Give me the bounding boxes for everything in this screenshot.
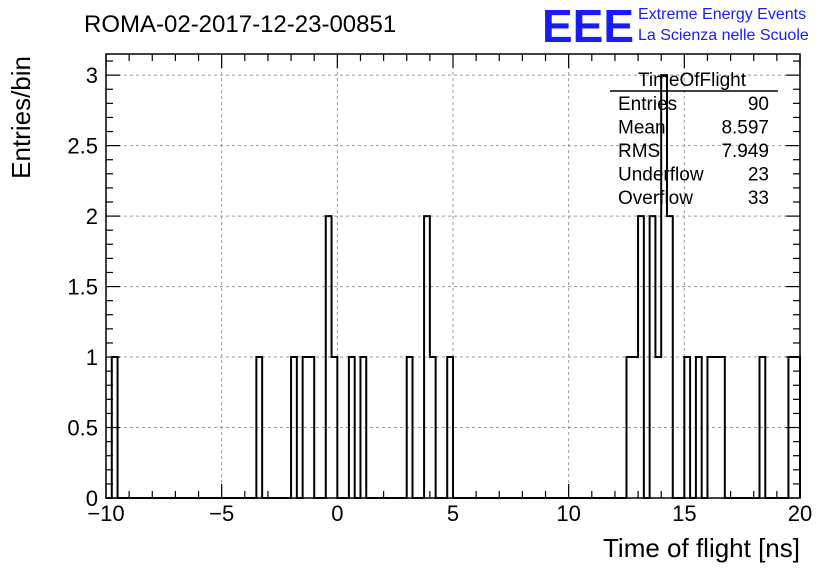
y-axis-label: Entries/bin [6,56,36,179]
x-tick-labels: −10 −5 0 5 10 15 20 [87,501,812,526]
y-tick-label: 3 [86,63,98,88]
stats-label: Underflow [618,165,704,186]
stats-label: Overflow [618,188,693,209]
logo-line-1: Extreme Energy Events [638,6,806,23]
x-tick-label: 20 [788,501,812,526]
stats-label: Entries [618,94,677,115]
x-tick-label: −10 [87,501,124,526]
chart-title: ROMA-02-2017-12-23-00851 [84,11,396,38]
logo-line-2: La Scienza nelle Scuole [638,27,809,44]
stats-value: 23 [748,165,769,186]
stats-title: TimeOfFlight [638,70,747,91]
axis-ticks [105,54,801,499]
x-tick-label: 0 [331,501,343,526]
y-tick-label: 1.5 [67,275,98,300]
y-tick-label: 2.5 [67,134,98,159]
stats-value: 33 [748,188,769,209]
eee-logo: EEE Extreme Energy Events La Scienza nel… [542,0,809,52]
x-tick-label: 10 [556,501,580,526]
x-tick-label: −5 [209,501,234,526]
stats-box: TimeOfFlight Entries 90 Mean 8.597 RMS 7.949 U… [610,70,778,209]
y-tick-labels: 0 0.5 1 1.5 2 2.5 3 [67,63,98,511]
stats-value: 90 [748,94,769,115]
y-tick-label: 0.5 [67,416,98,441]
stats-value: 8.597 [721,118,769,139]
logo-mark: EEE [542,0,634,52]
stats-label: RMS [618,141,660,162]
stats-value: 7.949 [721,141,769,162]
x-tick-label: 5 [447,501,459,526]
x-tick-label: 15 [672,501,696,526]
y-tick-label: 2 [86,204,98,229]
x-axis-label: Time of flight [ns] [603,533,800,563]
y-tick-label: 0 [86,486,98,511]
y-tick-label: 1 [86,345,98,370]
stats-label: Mean [618,118,666,139]
